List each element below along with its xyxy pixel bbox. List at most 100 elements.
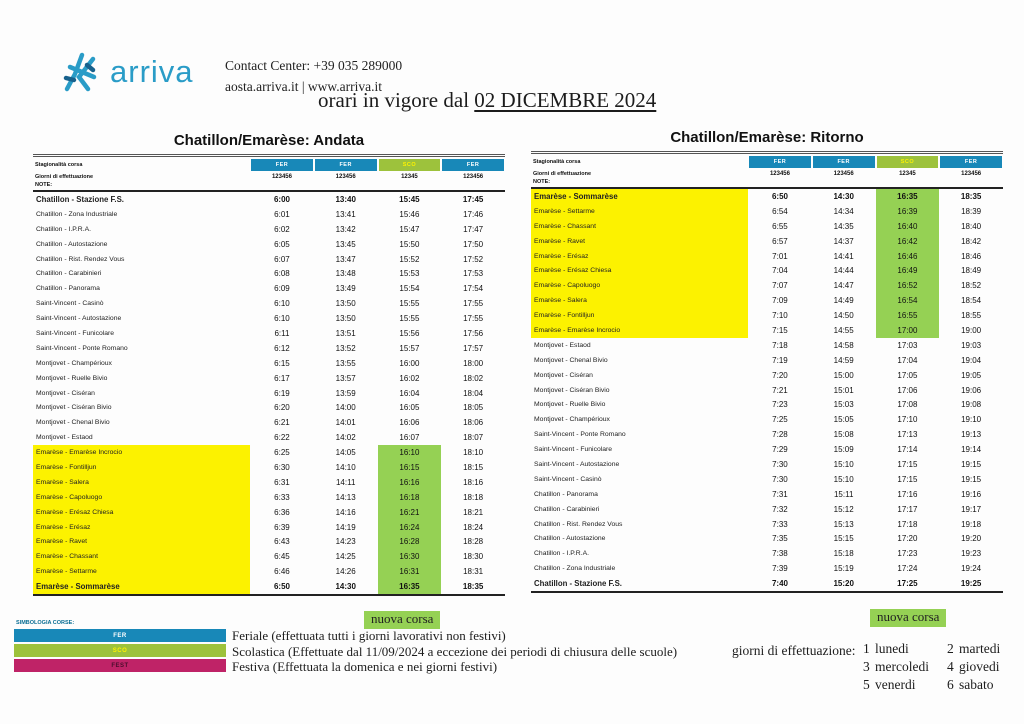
- service-days-value: 123456: [271, 174, 292, 180]
- departure-time: 19:15: [961, 459, 982, 469]
- departure-time: 6:19: [274, 388, 290, 398]
- service-days-value: 123456: [769, 171, 790, 177]
- departure-time: 15:55: [399, 299, 420, 309]
- table-row: Emarèse - Emarèse Incrocio 7:15 14:55 17:00…: [531, 323, 1003, 338]
- departure-time: 14:55: [833, 325, 854, 335]
- departure-time: 18:07: [463, 433, 484, 443]
- departure-time: 17:14: [897, 445, 918, 455]
- departure-time: 17:05: [897, 370, 918, 380]
- stop-name: Chatillon - Stazione F.S.: [534, 579, 622, 589]
- service-days-value: 12345: [899, 171, 916, 177]
- departure-time: 17:47: [463, 224, 484, 234]
- departure-time: 7:09: [772, 296, 788, 306]
- note-label: NOTE:: [35, 182, 53, 188]
- departure-time: 6:43: [274, 537, 290, 547]
- departure-time: 13:45: [335, 239, 356, 249]
- departure-time: 14:05: [335, 448, 356, 458]
- stop-name: Saint-Vincent - Casinò: [36, 300, 104, 308]
- stop-name: Emarèse - Capoluogo: [33, 489, 251, 505]
- departure-time: 6:01: [274, 209, 290, 219]
- table-row: Emarèse - Settarme 6:46 14:26 16:31 18:31: [33, 564, 505, 580]
- departure-time: 14:10: [335, 462, 356, 472]
- departure-time: 18:55: [961, 311, 982, 321]
- departure-time: 19:10: [961, 415, 982, 425]
- departure-time: 15:13: [833, 519, 854, 529]
- departure-time: 17:15: [897, 459, 918, 469]
- service-type-badge: FER: [812, 156, 875, 168]
- stop-name: Chatillon - Rist. Rendez Vous: [36, 255, 125, 263]
- stop-name: Emarèse - Erésaz Chiesa: [531, 263, 749, 279]
- table-body: Emarèse - Sommarèse 6:50 14:30 16:35 18:35 Em…: [531, 189, 1003, 594]
- departure-time: 15:08: [833, 430, 854, 440]
- departure-time: 15:54: [399, 284, 420, 294]
- departure-time: 19:05: [961, 370, 982, 380]
- stop-name: Saint-Vincent - Casinò: [534, 475, 602, 483]
- day-number: 5: [863, 677, 870, 692]
- departure-time: 14:01: [335, 418, 356, 428]
- departure-time: 6:55: [772, 221, 788, 231]
- table-row: Emarèse - Erésaz Chiesa 7:04 14:44 16:49 18:…: [531, 263, 1003, 279]
- departure-time: 7:29: [772, 445, 788, 455]
- departure-time: 14:00: [335, 403, 356, 413]
- departure-time: 7:32: [772, 504, 788, 514]
- stop-name: Montjovet - Estaod: [36, 434, 93, 442]
- departure-time: 14:25: [335, 552, 356, 562]
- table-row: Chatillon - Autostazione 7:35 15:15 17:20 19…: [531, 531, 1003, 546]
- departure-time: 17:55: [463, 314, 484, 324]
- table-row: Saint-Vincent - Casinò 6:10 13:50 15:55 17:5…: [33, 296, 505, 311]
- departure-time: 17:25: [897, 579, 918, 589]
- departure-time: 17:20: [897, 534, 918, 544]
- departure-time: 7:10: [772, 311, 788, 321]
- table-row: Emarèse - Ravet 6:57 14:37 16:42 18:42: [531, 233, 1003, 249]
- table-row: Saint-Vincent - Funicolare 7:29 15:09 17:14…: [531, 442, 1003, 457]
- departure-time: 16:28: [377, 534, 442, 550]
- departure-time: 13:59: [335, 388, 356, 398]
- departure-time: 19:04: [961, 355, 982, 365]
- stop-name: Chatillon - Zona Industriale: [36, 210, 118, 218]
- table-row: Emarèse - Erésaz 6:39 14:19 16:24 18:24: [33, 519, 505, 535]
- legend-description-sco: Scolastica (Effettuate dal 11/09/2024 a …: [232, 643, 678, 659]
- departure-time: 18:10: [463, 448, 484, 458]
- departure-time: 6:45: [274, 552, 290, 562]
- departure-time: 6:22: [274, 433, 290, 443]
- table-row: Montjovet - Ciséran Bivio 6:20 14:00 16:05 1…: [33, 400, 505, 415]
- departure-time: 7:33: [772, 519, 788, 529]
- departure-time: 14:34: [833, 206, 854, 216]
- table-row: Emarèse - Fontilljun 7:10 14:50 16:55 18:55: [531, 308, 1003, 324]
- contact-web: aosta.arriva.it | www.arriva.it: [225, 78, 383, 94]
- departure-time: 14:30: [833, 191, 854, 201]
- day-number: 3: [863, 659, 870, 674]
- departure-time: 16:49: [875, 263, 940, 279]
- stop-name: Emarèse - Emarèse Incrocio: [33, 445, 251, 461]
- stop-name: Saint-Vincent - Funicolare: [36, 329, 115, 337]
- departure-time: 18:21: [463, 507, 484, 517]
- departure-time: 7:30: [772, 474, 788, 484]
- departure-time: 6:33: [274, 492, 290, 502]
- legend-description-fer: Feriale (effettuata tutti i giorni lavor…: [232, 628, 506, 643]
- departure-time: 18:15: [463, 462, 484, 472]
- departure-time: 16:40: [875, 218, 940, 234]
- departure-time: 13:50: [335, 299, 356, 309]
- day-number: 4: [946, 659, 954, 674]
- stop-name: Emarèse - Fontilljun: [531, 308, 749, 324]
- day-legend-item: 1 lunedi: [863, 641, 929, 657]
- departure-time: 19:23: [961, 549, 982, 559]
- departure-time: 17:08: [897, 400, 918, 410]
- departure-time: 18:06: [463, 418, 484, 428]
- departure-time: 6:00: [273, 194, 290, 204]
- day-name: mercoledi: [875, 659, 929, 674]
- table-row: Montjovet - Ruelle Bivio 6:17 13:57 16:02 18…: [33, 371, 505, 386]
- departure-time: 6:05: [274, 239, 290, 249]
- table-row: Emarèse - Fontilljun 6:30 14:10 16:15 18:15: [33, 460, 505, 475]
- stop-name: Chatillon - Zona Industriale: [534, 565, 616, 573]
- contact-info: Contact Center: +39 035 289000 aosta.arr…: [225, 56, 402, 98]
- arriva-logo-icon: [63, 52, 97, 92]
- table-header: Stagionalità corsa FER FER SCO FER Giorni d…: [531, 154, 1003, 189]
- departure-time: 15:52: [399, 254, 420, 264]
- table-row: Chatillon - I.P.R.A. 7:38 15:18 17:23 19:23: [531, 546, 1003, 561]
- departure-time: 16:39: [875, 203, 940, 219]
- stop-name: Montjovet - Ruelle Bivio: [36, 374, 108, 382]
- table-row: Emarèse - Salera 6:31 14:11 16:16 18:16: [33, 474, 505, 490]
- day-number: 1: [863, 641, 870, 656]
- stop-name: Chatillon - Carabinieri: [36, 270, 102, 278]
